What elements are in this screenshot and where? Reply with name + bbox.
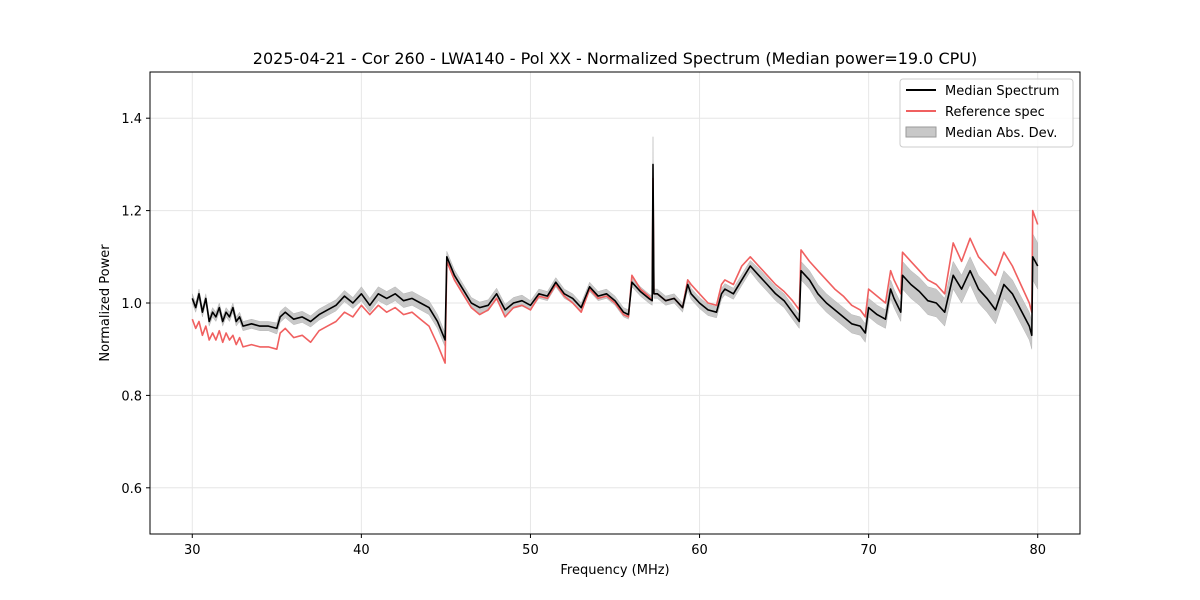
x-tick-label: 30: [184, 543, 201, 558]
legend-box: [899, 78, 1074, 148]
x-tick-label: 50: [522, 543, 539, 558]
legend: Median Spectrum Reference spec Median Ab…: [899, 78, 1074, 148]
chart-title: 2025-04-21 - Cor 260 - LWA140 - Pol XX -…: [253, 49, 977, 68]
x-tick-label: 70: [860, 543, 877, 558]
x-tick-label: 80: [1029, 543, 1046, 558]
y-axis-label: Normalized Power: [98, 244, 113, 362]
y-tick-label: 1.4: [121, 112, 142, 127]
x-tick-label: 60: [691, 543, 708, 558]
legend-median-label: Median Spectrum: [945, 84, 1059, 99]
series-layer: [191, 163, 1039, 364]
legend-mad-swatch: [905, 126, 937, 138]
x-tick-label: 40: [353, 543, 370, 558]
mad-band: [192, 136, 1038, 350]
y-tick-label: 1.0: [121, 297, 142, 312]
y-tick-label: 1.2: [121, 205, 142, 220]
median-spectrum-line: [191, 163, 1039, 341]
y-axis-ticks: 0.6 0.8 1.0 1.2 1.4: [121, 112, 150, 497]
x-axis-ticks: 30 40 50 60 70 80: [184, 534, 1046, 558]
legend-mad-label: Median Abs. Dev.: [945, 126, 1057, 141]
mad-band-layer: [192, 136, 1038, 350]
legend-reference-label: Reference spec: [945, 105, 1045, 120]
x-axis-label: Frequency (MHz): [560, 563, 669, 578]
y-tick-label: 0.6: [121, 482, 142, 497]
reference-spectrum-line: [191, 177, 1039, 364]
y-tick-label: 0.8: [121, 389, 142, 404]
